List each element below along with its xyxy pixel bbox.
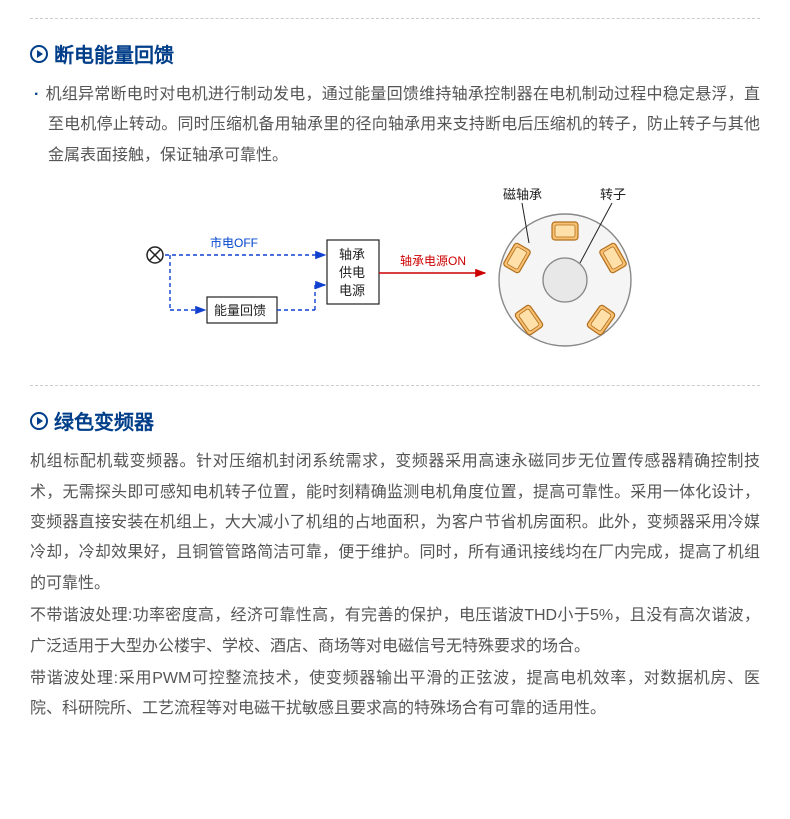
source-symbol-icon: [147, 247, 163, 263]
section1-title-text: 断电能量回馈: [54, 39, 174, 68]
section2-title-text: 绿色变频器: [54, 406, 154, 435]
section1-paragraph: 机组异常断电时对电机进行制动发电，通过能量回馈维持轴承控制器在电机制动过程中稳定…: [30, 80, 760, 171]
top-divider: [30, 18, 760, 19]
section1-title: 断电能量回馈: [30, 39, 760, 68]
supply-line2: 供电: [339, 265, 365, 280]
section2-para2: 不带谐波处理:功率密度高，经济可靠性高，有完善的保护，电压谐波THD小于5%，且…: [30, 601, 760, 662]
magnetic-bearing-label: 磁轴承: [503, 187, 542, 202]
bearing-block-icon: [552, 222, 578, 240]
rotor-assembly: [499, 214, 631, 346]
mid-divider: [30, 385, 760, 386]
arrow-bullet-icon: [30, 45, 48, 63]
energy-feedback-diagram: 市电OFF 能量回馈 轴承 供电 电源 轴承电源ON: [30, 185, 760, 365]
supply-line3: 电源: [339, 283, 365, 298]
section2-para3: 带谐波处理:采用PWM可控整流技术，使变频器输出平滑的正弦波，提高电机效率，对数…: [30, 664, 760, 725]
rotor-center-icon: [543, 258, 587, 302]
arrow-bullet-icon: [30, 412, 48, 430]
rotor-label: 转子: [600, 187, 626, 202]
section2-title: 绿色变频器: [30, 406, 760, 435]
mains-off-label: 市电OFF: [210, 235, 258, 250]
section2-para1: 机组标配机载变频器。针对压缩机封闭系统需求，变频器采用高速永磁同步无位置传感器精…: [30, 447, 760, 599]
bearing-power-on-label: 轴承电源ON: [400, 253, 466, 268]
feedback-box-label: 能量回馈: [214, 303, 266, 318]
supply-line1: 轴承: [339, 247, 365, 262]
